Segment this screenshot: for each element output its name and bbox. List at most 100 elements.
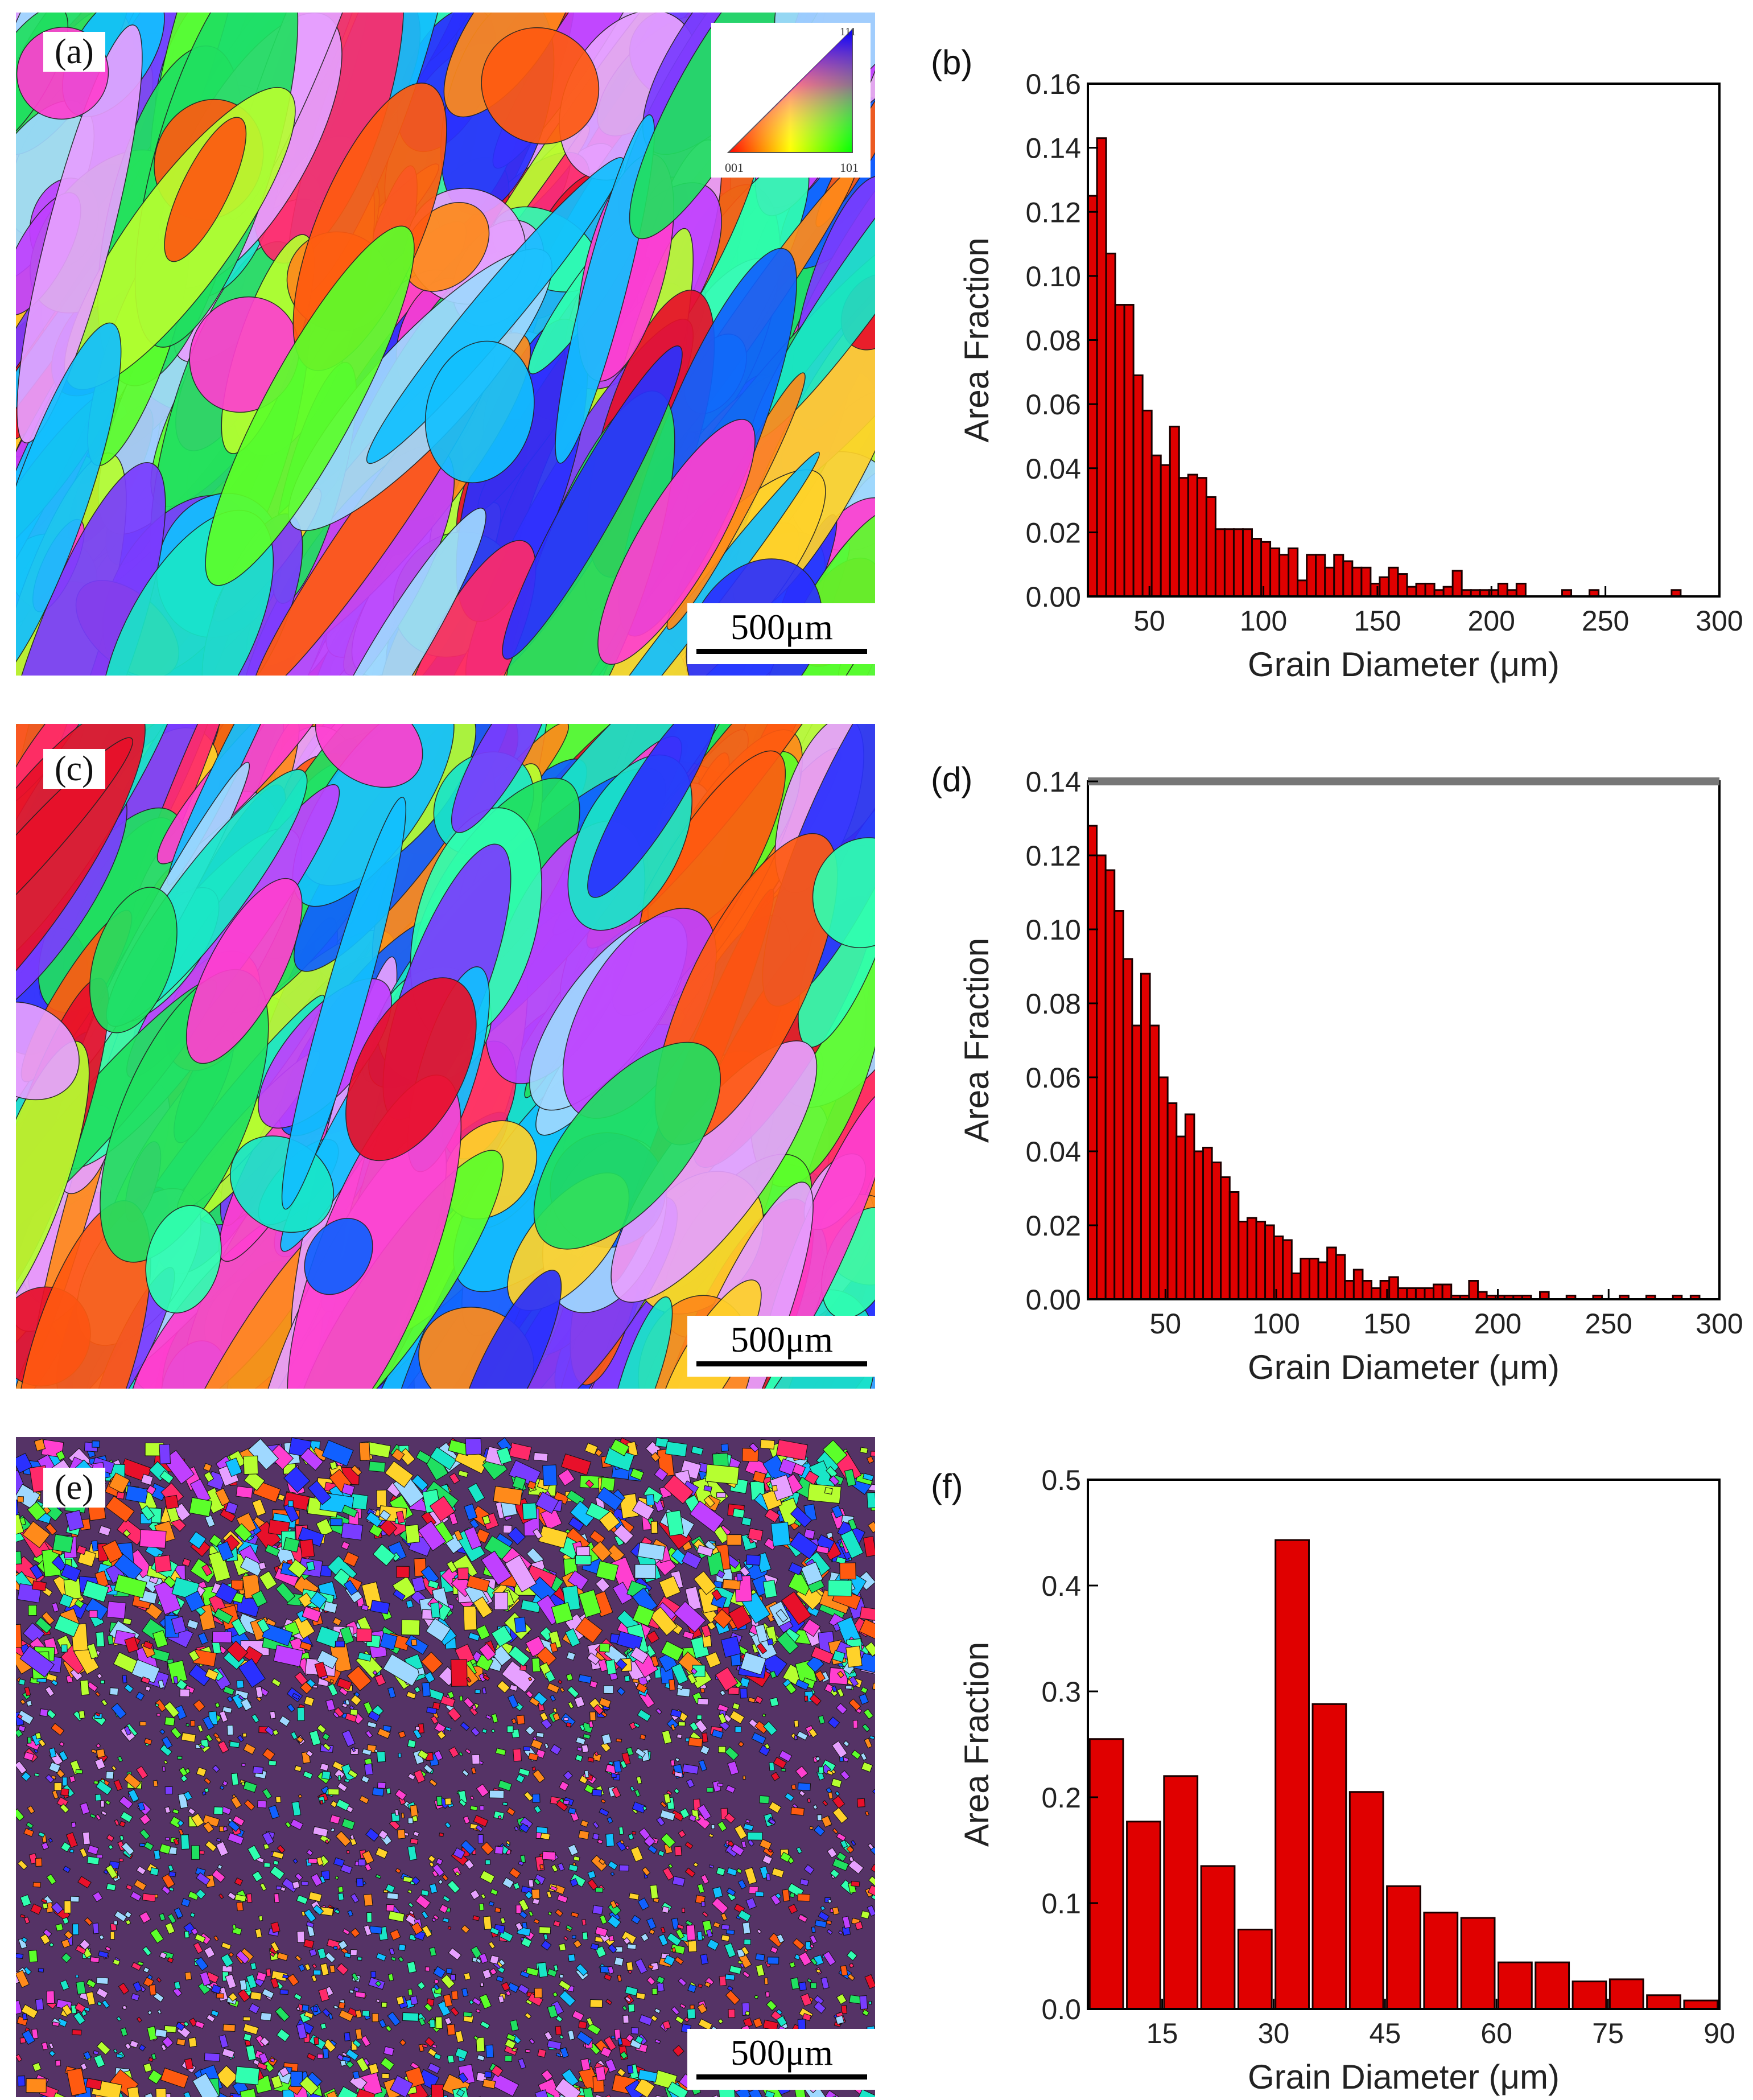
histogram-bar [1515, 582, 1527, 598]
x-tick-label: 300 [1696, 1308, 1743, 1340]
histogram-bar [1273, 1236, 1284, 1300]
histogram-bar [1451, 570, 1463, 598]
ipf-corner-101: 101 [840, 160, 859, 175]
histogram-bar [1297, 579, 1308, 598]
x-tick-label: 200 [1474, 1308, 1521, 1340]
histogram-bar [1406, 586, 1417, 598]
histogram-bar [1178, 477, 1189, 598]
x-tick-label: 250 [1585, 1308, 1632, 1340]
histogram-bar [1166, 1102, 1178, 1300]
histogram-bar [1214, 528, 1226, 598]
x-tick-label: 30 [1258, 2017, 1290, 2049]
ipf-corner-111: 111 [840, 26, 856, 38]
histogram-bar [1317, 1261, 1329, 1300]
histogram-bar [1351, 566, 1363, 598]
x-axis-label: Grain Diameter (μm) [1248, 645, 1560, 683]
ipf-corner-001: 001 [725, 160, 744, 175]
histogram-bar [1251, 538, 1263, 598]
histogram-bar [1300, 1258, 1310, 1300]
scale-bar-line-e [696, 2074, 867, 2080]
histogram-bar [1150, 454, 1162, 598]
x-tick-label: 150 [1354, 605, 1401, 637]
histogram-bar [1288, 547, 1299, 598]
histogram-bar [1535, 1961, 1570, 2010]
ebsd-orientation-mosaic [16, 1437, 875, 2097]
histogram-bar [1088, 1738, 1124, 2010]
x-tick-label: 100 [1252, 1308, 1300, 1340]
histogram-bar [1441, 1283, 1453, 1300]
histogram-bar [1228, 1191, 1240, 1300]
histogram-bar [1131, 1024, 1142, 1300]
ebsd-orientation-mosaic [16, 13, 875, 676]
chart-panel-label: (f) [931, 1467, 963, 1505]
histogram-bar [1196, 477, 1207, 598]
histogram-bar [1160, 464, 1171, 598]
histogram-bar [1205, 496, 1216, 598]
scale-bar-c: 500μm [687, 1316, 875, 1377]
histogram-bar [1371, 1287, 1381, 1300]
histogram-bar [1278, 554, 1290, 598]
histogram-bar [1683, 1999, 1719, 2010]
chart-panel-label: (d) [931, 760, 972, 798]
histogram-bar [1571, 1980, 1607, 2010]
histogram-bar [1315, 554, 1326, 598]
histogram-bar [1132, 374, 1144, 598]
histogram-bar [1397, 1287, 1408, 1300]
panel-label-c: (c) [43, 749, 105, 789]
y-tick-label: 0.00 [1026, 1284, 1081, 1316]
histogram-bar [1290, 1273, 1302, 1300]
histogram-bar [1386, 1885, 1421, 2010]
histogram-bar [1241, 528, 1253, 598]
scale-bar-line-a [696, 649, 867, 654]
histogram-bar [1406, 1287, 1417, 1300]
x-tick-label: 45 [1370, 2017, 1401, 2049]
scale-bar-a: 500μm [687, 603, 875, 664]
ipf-color-key: 001 101 111 [711, 23, 871, 178]
histogram-bar [1184, 1113, 1195, 1300]
y-tick-label: 0.02 [1026, 517, 1081, 549]
y-tick-label: 0.06 [1026, 389, 1081, 421]
histogram-bar [1122, 958, 1133, 1300]
x-tick-label: 250 [1582, 605, 1629, 637]
plot-frame [1087, 1479, 1721, 2010]
y-tick-label: 0.10 [1026, 261, 1081, 293]
histogram-bar [1223, 528, 1235, 598]
histogram-bar [1105, 252, 1116, 598]
x-tick-label: 50 [1133, 605, 1165, 637]
y-tick-label: 0.3 [1041, 1676, 1081, 1708]
ebsd-orientation-mosaic [16, 724, 875, 1389]
scale-bar-text-a: 500μm [730, 607, 834, 647]
histogram-bar [1324, 566, 1335, 598]
histogram-bar [1344, 1280, 1355, 1300]
histogram-bar [1379, 1280, 1391, 1300]
scale-bar-text-e: 500μm [730, 2032, 834, 2073]
y-axis-label: Area Fraction [958, 237, 996, 442]
histogram-bar [1311, 1703, 1347, 2010]
histogram-bar [1175, 1135, 1186, 1300]
y-tick-label: 0.0 [1041, 1994, 1081, 2025]
histogram-bar [1423, 1912, 1459, 2010]
histogram-bar [1232, 528, 1244, 598]
x-tick-label: 200 [1468, 605, 1515, 637]
scale-bar-e: 500μm [687, 2029, 875, 2090]
histogram-bar [1169, 426, 1180, 598]
histogram-bar [1141, 409, 1153, 598]
y-tick-label: 0.16 [1026, 68, 1081, 100]
histogram-bar [1282, 1239, 1293, 1300]
histogram-bar [1498, 1961, 1533, 2010]
histogram-bar [1415, 582, 1426, 598]
histogram-bar [1158, 1076, 1169, 1300]
histogram-bar [1646, 1994, 1681, 2010]
histogram-bar [1414, 1287, 1426, 1300]
histogram-bar [1360, 566, 1372, 598]
histogram-bar [1096, 137, 1107, 598]
x-tick-label: 50 [1150, 1308, 1182, 1340]
histogram-bar [1497, 582, 1508, 598]
scale-bar-line-c [696, 1361, 867, 1366]
histogram-bar [1187, 473, 1198, 598]
ebsd-map-a: (a) 001 101 111 500μm [16, 13, 875, 676]
histogram-bar [1113, 910, 1124, 1300]
panel-label-a: (a) [43, 32, 105, 72]
histogram-bar [1388, 1276, 1399, 1300]
